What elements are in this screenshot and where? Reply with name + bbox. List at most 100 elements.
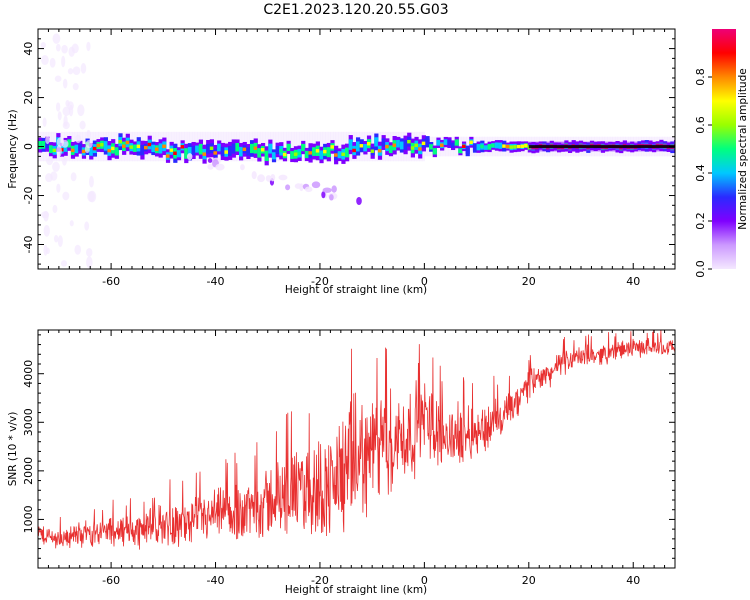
heatmap-cell <box>283 131 287 162</box>
heatmap-cell <box>74 144 79 154</box>
heatmap-cell <box>38 140 43 150</box>
heatmap-cell <box>338 131 342 162</box>
heatmap-cell <box>458 149 462 153</box>
heatmap-cell <box>385 144 389 149</box>
heatmap-cell <box>186 153 193 161</box>
heatmap-cell <box>414 143 419 147</box>
heatmap-cell <box>84 221 90 231</box>
heatmap-cell <box>451 142 456 148</box>
colorbar-ticks: 0.0 0.2 0.4 0.6 0.8 <box>694 68 712 278</box>
heatmap-cell <box>217 143 222 152</box>
heatmap-cell <box>52 161 60 172</box>
heatmap-cell <box>56 145 62 157</box>
heatmap-cell <box>381 138 386 147</box>
heatmap-cell <box>72 83 79 91</box>
heatmap-cell <box>61 44 68 54</box>
heatmap-cell <box>513 145 517 149</box>
heatmap-cell <box>374 137 379 147</box>
heatmap-cell <box>359 144 364 148</box>
heatmap-cell <box>56 183 61 193</box>
heatmap-cell <box>341 152 345 156</box>
heatmap-cell <box>356 197 362 205</box>
heatmap-cell <box>326 147 331 158</box>
heatmap-cell <box>308 151 313 155</box>
heatmap-cell <box>472 145 478 151</box>
heatmap-cell <box>103 141 108 151</box>
heatmap-cell <box>228 145 233 156</box>
heatmap-cell <box>55 102 61 112</box>
y-tick-label: 1000 <box>22 505 35 533</box>
heatmap-cell <box>63 115 68 127</box>
heatmap-cell <box>86 256 93 269</box>
heatmap-cell <box>246 147 251 156</box>
heatmap-cell <box>494 142 500 149</box>
colorbar-gradient <box>712 29 736 269</box>
heatmap-cell <box>469 140 473 144</box>
heatmap-cell <box>483 145 489 150</box>
heatmap-cell <box>209 146 214 150</box>
y-tick-label: 40 <box>22 42 35 56</box>
heatmap-cell <box>224 150 229 154</box>
heatmap-cell <box>239 146 244 157</box>
spectrogram-ticks: -60 -40 -20 0 20 40 -40 -20 0 20 40 <box>22 29 676 288</box>
heatmap-cell <box>293 152 298 156</box>
snr-xlabel: Height of straight line (km) <box>285 584 427 596</box>
heatmap-cell <box>41 55 49 66</box>
heatmap-cell <box>242 147 247 152</box>
heatmap-cell <box>43 210 49 222</box>
heatmap-cell <box>286 145 291 150</box>
heatmap-cell <box>86 247 93 257</box>
heatmap-cell <box>315 149 320 153</box>
heatmap-cell <box>249 143 255 154</box>
heatmap-cell <box>151 144 156 153</box>
heatmap-cell <box>403 139 408 151</box>
heatmap-cell <box>55 43 61 52</box>
heatmap-cell <box>410 146 415 150</box>
heatmap-cell <box>396 139 401 148</box>
heatmap-cell <box>271 152 277 160</box>
heatmap-cell <box>111 146 115 151</box>
heatmap-cell <box>491 143 495 148</box>
heatmap-cell <box>275 145 280 154</box>
heatmap-cell <box>257 151 261 155</box>
heatmap-cell <box>48 145 54 154</box>
heatmap-cell <box>100 143 104 147</box>
heatmap-cell <box>498 142 503 149</box>
heatmap-cell <box>260 148 265 152</box>
y-tick-label: -40 <box>22 236 35 254</box>
heatmap-cell <box>257 174 265 183</box>
heatmap-cell <box>322 187 332 193</box>
heatmap-cell <box>440 143 444 147</box>
heatmap-cell <box>509 145 514 149</box>
snr-panel: -60 -40 -20 0 20 40 1000 2000 3000 4000 Height of… <box>7 329 676 596</box>
heatmap-cell <box>366 142 371 146</box>
heatmap-cell <box>524 143 528 148</box>
heatmap-cell <box>67 139 72 148</box>
heatmap-cell <box>278 174 288 181</box>
heatmap-cell <box>173 151 177 155</box>
heatmap-cell <box>432 148 437 155</box>
x-tick-label: 20 <box>522 574 536 587</box>
heatmap-cell <box>77 104 85 117</box>
heatmap-cell <box>143 145 148 150</box>
heatmap-cell <box>61 55 66 68</box>
heatmap-cell <box>251 171 257 180</box>
heatmap-cell <box>321 191 326 199</box>
heatmap-cell <box>46 157 54 166</box>
heatmap-cell <box>348 139 353 150</box>
heatmap-cell <box>240 164 245 171</box>
heatmap-cell <box>268 143 273 154</box>
heatmap-cell <box>45 173 53 183</box>
heatmap-cell <box>75 134 82 144</box>
heatmap-cell <box>352 148 356 153</box>
heatmap-cell <box>304 150 310 159</box>
heatmap-cell <box>421 141 426 146</box>
heatmap-cell <box>162 144 166 149</box>
spectrogram-marks <box>38 33 675 269</box>
heatmap-cell <box>41 141 46 149</box>
heatmap-cell <box>198 147 203 151</box>
heatmap-cell <box>96 143 101 148</box>
y-tick-label: 2000 <box>22 457 35 485</box>
snr-series-line <box>38 330 675 550</box>
heatmap-cell <box>285 184 291 191</box>
